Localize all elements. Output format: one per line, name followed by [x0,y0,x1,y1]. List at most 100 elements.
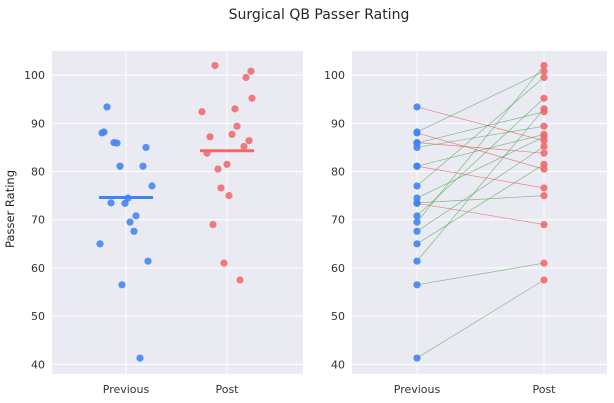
post-point [540,259,548,267]
post-point [217,184,225,192]
y-tick-label: 40 [31,358,45,371]
x-tick-label: Previous [394,383,441,396]
y-tick-label: 50 [331,310,345,323]
previous-point [413,182,421,190]
chart-title: Surgical QB Passer Rating [229,7,410,23]
ticks-left: 40 50 60 70 80 90 100 Previous Post [24,69,239,396]
previous-point [413,143,421,152]
improved-pair-line [416,146,545,232]
previous-point [413,257,421,265]
post-point [540,61,548,70]
post-point [233,122,241,130]
previous-point [98,129,106,137]
previous-point [413,281,421,289]
previous-point [413,129,421,137]
previous-point [126,218,134,226]
improved-pair-line [416,262,545,286]
declined-pair-line [416,132,545,170]
post-point [223,160,231,168]
declined-pair-line [416,165,545,189]
post-point [540,67,548,75]
previous-point [413,227,421,235]
post-point [540,220,548,229]
previous-point [139,162,147,170]
post-point [231,105,239,113]
y-tick-label: 100 [24,69,45,82]
post-point [540,276,548,284]
post-point [540,184,548,192]
x-tick-label: Post [532,383,556,396]
previous-point [132,212,140,220]
post-point [540,105,548,113]
grid-left [52,51,303,374]
previous-point [144,257,152,265]
previous-point [136,354,144,362]
improved-pair-line [416,65,545,223]
post-point [240,142,248,151]
declined-pair-line [416,142,545,154]
previous-point [413,240,421,248]
previous-point [121,199,129,207]
improved-pair-line [416,136,545,199]
post-point [220,259,228,267]
paired-panel: 40 50 60 70 80 90 100 Previous Post [324,51,607,396]
post-point [540,94,548,102]
previous-point [413,162,421,170]
post-point [211,61,219,70]
y-tick-label: 70 [331,214,345,227]
post-point [225,192,233,200]
post-point [236,276,244,284]
post-point [245,137,253,145]
post-point [228,130,236,139]
improved-pair-line [416,163,545,245]
post-point [540,133,548,141]
y-tick-label: 90 [331,117,345,130]
improved-pair-line [416,108,545,262]
y-tick-label: 100 [324,69,345,82]
previous-point [142,143,150,152]
y-tick-label: 80 [331,166,345,179]
post-point [248,94,256,102]
declined-pair-line [416,202,545,225]
ticks-right: 40 50 60 70 80 90 100 Previous Post [324,69,556,396]
paired-marks [413,61,548,362]
y-tick-label: 60 [331,262,345,275]
post-point [206,133,214,141]
previous-point [148,182,156,190]
improved-pair-line [416,111,545,144]
plot-area-right [352,51,607,374]
post-point [198,108,206,116]
improved-pair-line [416,134,545,167]
post-point [540,160,548,168]
previous-point [130,227,138,235]
x-tick-label: Previous [103,383,150,396]
previous-point [118,281,126,289]
x-tick-label: Post [215,383,239,396]
y-tick-label: 60 [31,262,45,275]
improved-pair-line [416,125,545,148]
strip-panel: 40 50 60 70 80 90 100 Previous Post [24,51,303,396]
post-point [540,73,548,82]
previous-point [413,103,421,111]
improved-pair-line [416,70,545,133]
declined-pair-line [416,106,545,142]
previous-point [413,199,421,207]
post-point [242,73,250,82]
previous-point [413,354,421,362]
previous-point [107,199,115,207]
previous-point [103,103,111,111]
y-tick-label: 90 [31,117,45,130]
post-point [214,165,222,173]
improved-pair-line [416,279,545,359]
post-point [540,142,548,151]
y-tick-label: 80 [31,166,45,179]
post-point [540,122,548,130]
previous-point [413,218,421,226]
post-point [247,67,255,75]
post-point [540,149,548,157]
previous-point [96,240,104,248]
improved-pair-line [416,77,545,187]
y-axis-label: Passer Rating [3,170,17,248]
previous-point [413,212,421,220]
